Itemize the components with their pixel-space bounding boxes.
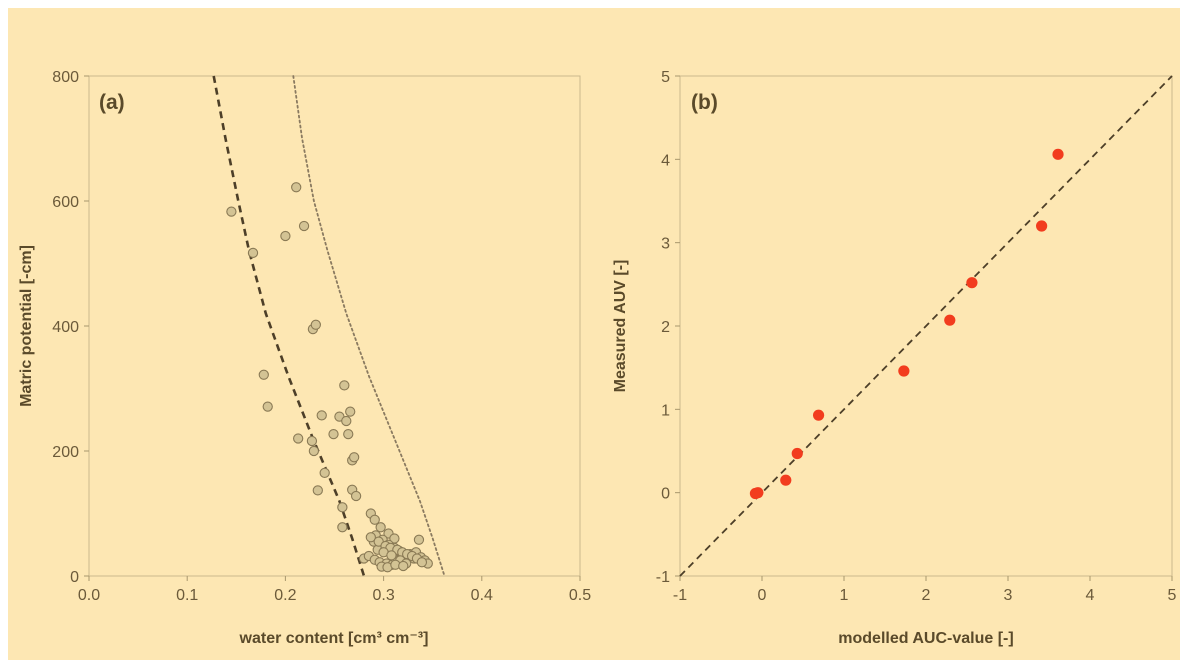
panel-b-points [749,148,1064,500]
panel-b-y-tick-label: 1 [661,402,670,419]
panel-b-x-tick-label: 1 [840,587,849,604]
panel-a-label: (a) [99,91,125,114]
panel-b-identity-line [679,75,1173,577]
panel-a-data-point [348,452,360,463]
panel-b-y-tick-label: 4 [661,152,670,169]
panel-b-data-point [966,277,978,289]
panel-b-x-tick-label: 4 [1086,587,1095,604]
panel-a-dashed-curve [212,75,366,577]
panel-a-ticks: 0.0 0.1 0.2 0.3 0.4 0.5 0 200 400 600 800 [52,69,591,604]
panel-b-x-axis-title: modelled AUC-value [-] [838,630,1013,647]
panel-a-x-tick-label: 0.2 [274,587,296,604]
panel-a-data-point [226,206,237,217]
panel-a-x-tick-label: 0.5 [569,587,591,604]
panel-a-data-point [375,522,386,533]
panel-a-x-axis-title: water content [cm³ cm⁻³] [239,630,429,647]
panel-b-y-tick-label: 3 [661,236,670,253]
panel-b-identity-dashed-line [679,75,1173,577]
panel-a-data-point [308,445,320,457]
panel-a-data-point [298,220,310,232]
panel-a-data-point [337,502,348,513]
panel-a-y-tick-label: 200 [52,444,79,461]
panel-b-y-axis-title: Measured AUV [-] [612,260,629,393]
panel-a-data-point [345,406,356,417]
panel-a-data-point [291,182,302,193]
panel-a-data-point [341,415,352,427]
panel-a-y-tick-label: 400 [52,319,79,336]
panel-a-data-point [386,550,397,561]
panel-b-data-point [780,474,792,486]
panel-a-data-point [350,490,362,502]
panel-a: 0.0 0.1 0.2 0.3 0.4 0.5 0 200 400 600 800 (a) wate… [18,69,591,647]
panel-a-curves [212,75,446,577]
panel-a-data-point [337,522,348,533]
panel-b-ticks: -1 0 1 2 3 4 5 -1 0 1 2 3 4 5 [656,69,1177,604]
panel-a-y-tick-label: 600 [52,194,79,211]
panel-b-x-tick-label: 5 [1168,587,1177,604]
panel-a-data-point [247,247,259,259]
panel-b-data-point [1036,220,1048,232]
panel-a-data-point [365,532,376,543]
panel-b-y-tick-label: 2 [661,319,670,336]
panel-a-dotted-curve [292,75,446,577]
panel-a-x-tick-label: 0.1 [176,587,198,604]
panel-a-x-tick-label: 0.4 [471,587,493,604]
panel-a-data-point [339,380,350,391]
panel-b-x-tick-label: 3 [1004,587,1013,604]
panel-a-data-point [416,557,428,568]
panel-b-x-tick-label: 2 [922,587,931,604]
panel-b-data-point [1052,148,1064,160]
panel-b-data-point [791,447,803,460]
panel-b-y-tick-label: 5 [661,69,670,86]
panel-a-data-point [312,485,323,496]
panel-b-label: (b) [691,91,718,114]
panel-a-plot-frame [88,75,581,577]
panel-b-x-tick-label: 0 [758,587,767,604]
panel-b-x-tick-label: -1 [673,587,687,604]
panel-b-data-point [898,365,910,377]
panel-b-data-point [752,487,764,499]
panel-a-data-point [319,467,330,479]
panel-a-data-point [369,514,380,525]
panel-a-data-point [306,435,318,447]
panel-b: -1 0 1 2 3 4 5 -1 0 1 2 3 4 5 (b) modelled AUC-value … [612,69,1177,647]
figure: 0.0 0.1 0.2 0.3 0.4 0.5 0 200 400 600 800 (a) wate… [8,8,1180,660]
panel-a-x-tick-label: 0.3 [372,587,394,604]
panel-b-data-point [944,314,956,326]
panel-b-y-tick-label: 0 [661,486,670,503]
panel-a-data-point [258,369,269,380]
panel-a-data-point [343,428,354,440]
panel-a-data-point [293,433,304,444]
panel-b-data-point [812,409,825,421]
panel-a-data-point [262,401,273,412]
panel-a-points [226,182,433,573]
panel-a-data-point [398,560,409,572]
panel-a-data-point [328,428,339,440]
panel-a-data-point [413,534,425,545]
panel-a-y-tick-label: 0 [70,569,79,586]
panel-a-x-tick-label: 0.0 [78,587,100,604]
panel-a-y-tick-label: 800 [52,69,79,86]
panel-a-y-axis-title: Matric potential [-cm] [18,245,35,407]
panel-a-data-point [310,319,321,330]
panel-b-y-tick-label: -1 [656,569,670,586]
panel-a-data-point [280,230,291,242]
panel-a-data-point [316,410,327,421]
